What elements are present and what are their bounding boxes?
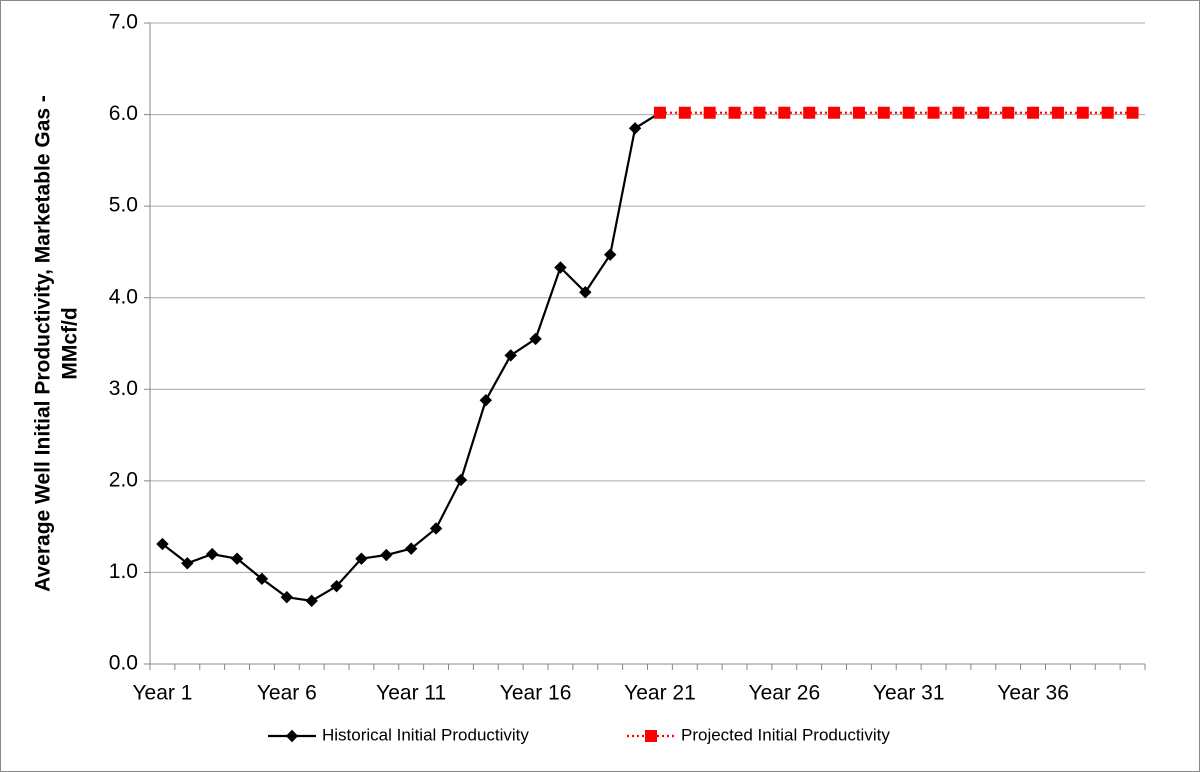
data-point [927, 106, 940, 119]
y-axis-title: MMcf/d [59, 307, 82, 379]
x-tick-label: Year 26 [749, 682, 821, 705]
data-point [952, 106, 965, 119]
data-point [778, 106, 791, 119]
data-point [529, 332, 542, 346]
data-point [355, 552, 368, 565]
data-point [803, 106, 816, 119]
data-point [504, 349, 517, 362]
data-point [280, 590, 294, 604]
y-tick-label: 2.0 [109, 468, 138, 491]
x-tick-label: Year 1 [132, 682, 192, 705]
data-point [404, 542, 418, 555]
data-point [1101, 106, 1114, 119]
y-tick-label: 4.0 [109, 285, 138, 308]
x-tick-label: Year 11 [376, 682, 446, 705]
data-point [1027, 106, 1040, 119]
data-point [828, 106, 841, 119]
y-axis-title: Average Well Initial Productivity, Marke… [32, 95, 55, 592]
data-point [205, 547, 219, 561]
data-point [380, 548, 393, 562]
legend-label: Projected Initial Productivity [681, 725, 890, 744]
data-point [1051, 106, 1064, 119]
data-point [1002, 106, 1015, 119]
legend-label: Historical Initial Productivity [322, 725, 529, 744]
x-tick-label: Year 6 [257, 682, 317, 705]
legend-marker [285, 729, 299, 743]
x-tick-label: Year 21 [624, 682, 696, 705]
data-point [156, 537, 169, 551]
data-point [230, 552, 244, 565]
data-point [628, 122, 642, 135]
x-tick-label: Year 31 [873, 682, 945, 705]
x-tick-label: Year 16 [500, 682, 572, 705]
data-point [852, 106, 865, 119]
y-tick-label: 3.0 [109, 377, 138, 400]
data-point [305, 594, 318, 608]
y-tick-label: 6.0 [109, 102, 138, 125]
data-point [753, 106, 766, 119]
data-point [330, 579, 343, 593]
data-point [678, 106, 691, 119]
data-point [1076, 106, 1089, 119]
y-tick-label: 0.0 [109, 652, 138, 675]
data-point [479, 394, 493, 407]
data-point [255, 572, 269, 586]
data-point [1126, 106, 1139, 119]
y-tick-label: 5.0 [109, 194, 138, 217]
data-point [902, 106, 915, 119]
y-tick-label: 7.0 [109, 11, 138, 34]
data-point [181, 557, 194, 570]
data-point [977, 106, 990, 119]
data-point [653, 106, 666, 119]
data-point [728, 106, 741, 119]
x-tick-label: Year 36 [997, 682, 1069, 705]
data-point [554, 261, 567, 274]
data-point [703, 106, 716, 119]
data-point [429, 522, 443, 535]
data-point [454, 473, 468, 487]
data-point [603, 248, 617, 261]
legend-marker [645, 730, 657, 742]
data-point [877, 106, 890, 119]
data-point [579, 286, 592, 299]
y-tick-label: 1.0 [109, 560, 138, 583]
